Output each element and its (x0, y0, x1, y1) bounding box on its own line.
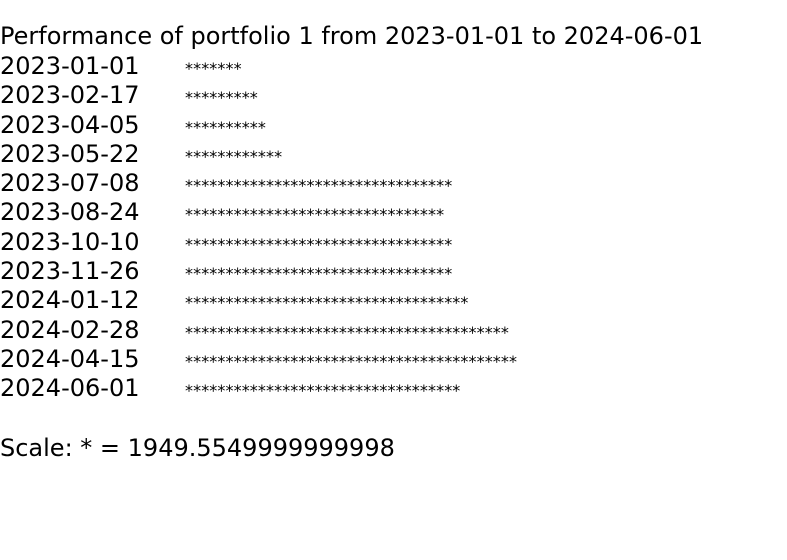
chart-row: 2024-02-28 ******************************… (0, 316, 787, 345)
chart-rows: 2023-01-01 ******* 2023-02-17 ********* 2023… (0, 52, 787, 404)
chart-row: 2023-07-08 ******************************… (0, 169, 787, 198)
category-label: 2023-01-01 (0, 52, 140, 80)
chart-title: Performance of portfolio 1 from 2023-01-… (0, 22, 704, 50)
bar-mark: ********************************* (185, 234, 453, 254)
chart-row: 2023-10-10 ******************************… (0, 228, 787, 257)
ascii-bar-chart: Performance of portfolio 1 from 2023-01-… (0, 21, 787, 464)
bar-mark: ****************************************… (185, 351, 518, 371)
bar-mark: ********* (185, 88, 258, 108)
bar-mark: ********** (185, 117, 266, 137)
bar-mark: ********************************* (185, 264, 453, 284)
category-label: 2024-04-15 (0, 344, 140, 373)
scale-label: Scale: * = 1949.5549999999998 (0, 433, 395, 462)
category-label: 2023-10-10 (0, 227, 140, 256)
category-label: 2024-01-12 (0, 286, 140, 315)
category-label: 2023-04-05 (0, 110, 140, 139)
category-label: 2023-02-17 (0, 81, 140, 110)
category-label: 2024-06-01 (0, 374, 140, 403)
chart-row: 2023-11-26 ******************************… (0, 257, 787, 286)
chart-row: 2024-06-01 ******************************… (0, 374, 787, 403)
category-label: 2024-02-28 (0, 315, 140, 344)
category-label: 2023-08-24 (0, 198, 140, 227)
bar-mark: ******************************** (185, 205, 445, 225)
chart-row: 2023-04-05 ********** (0, 111, 787, 140)
bar-mark: ********************************** (185, 381, 461, 401)
chart-row: 2023-01-01 ******* (0, 52, 787, 81)
chart-row: 2023-02-17 ********* (0, 81, 787, 110)
chart-row: 2024-01-12 ******************************… (0, 286, 787, 315)
blank-line (0, 404, 787, 433)
category-label: 2023-05-22 (0, 139, 140, 168)
bar-mark: ******* (185, 59, 242, 78)
chart-row: 2024-04-15 ******************************… (0, 345, 787, 374)
bar-mark: *********************************** (185, 293, 469, 313)
bar-mark: **************************************** (185, 322, 509, 342)
chart-row: 2023-05-22 ************ (0, 140, 787, 169)
category-label: 2023-07-08 (0, 169, 140, 198)
bar-mark: ************ (185, 146, 283, 166)
category-label: 2023-11-26 (0, 257, 140, 286)
chart-row: 2023-08-24 ******************************… (0, 198, 787, 227)
bar-mark: ********************************* (185, 176, 453, 196)
